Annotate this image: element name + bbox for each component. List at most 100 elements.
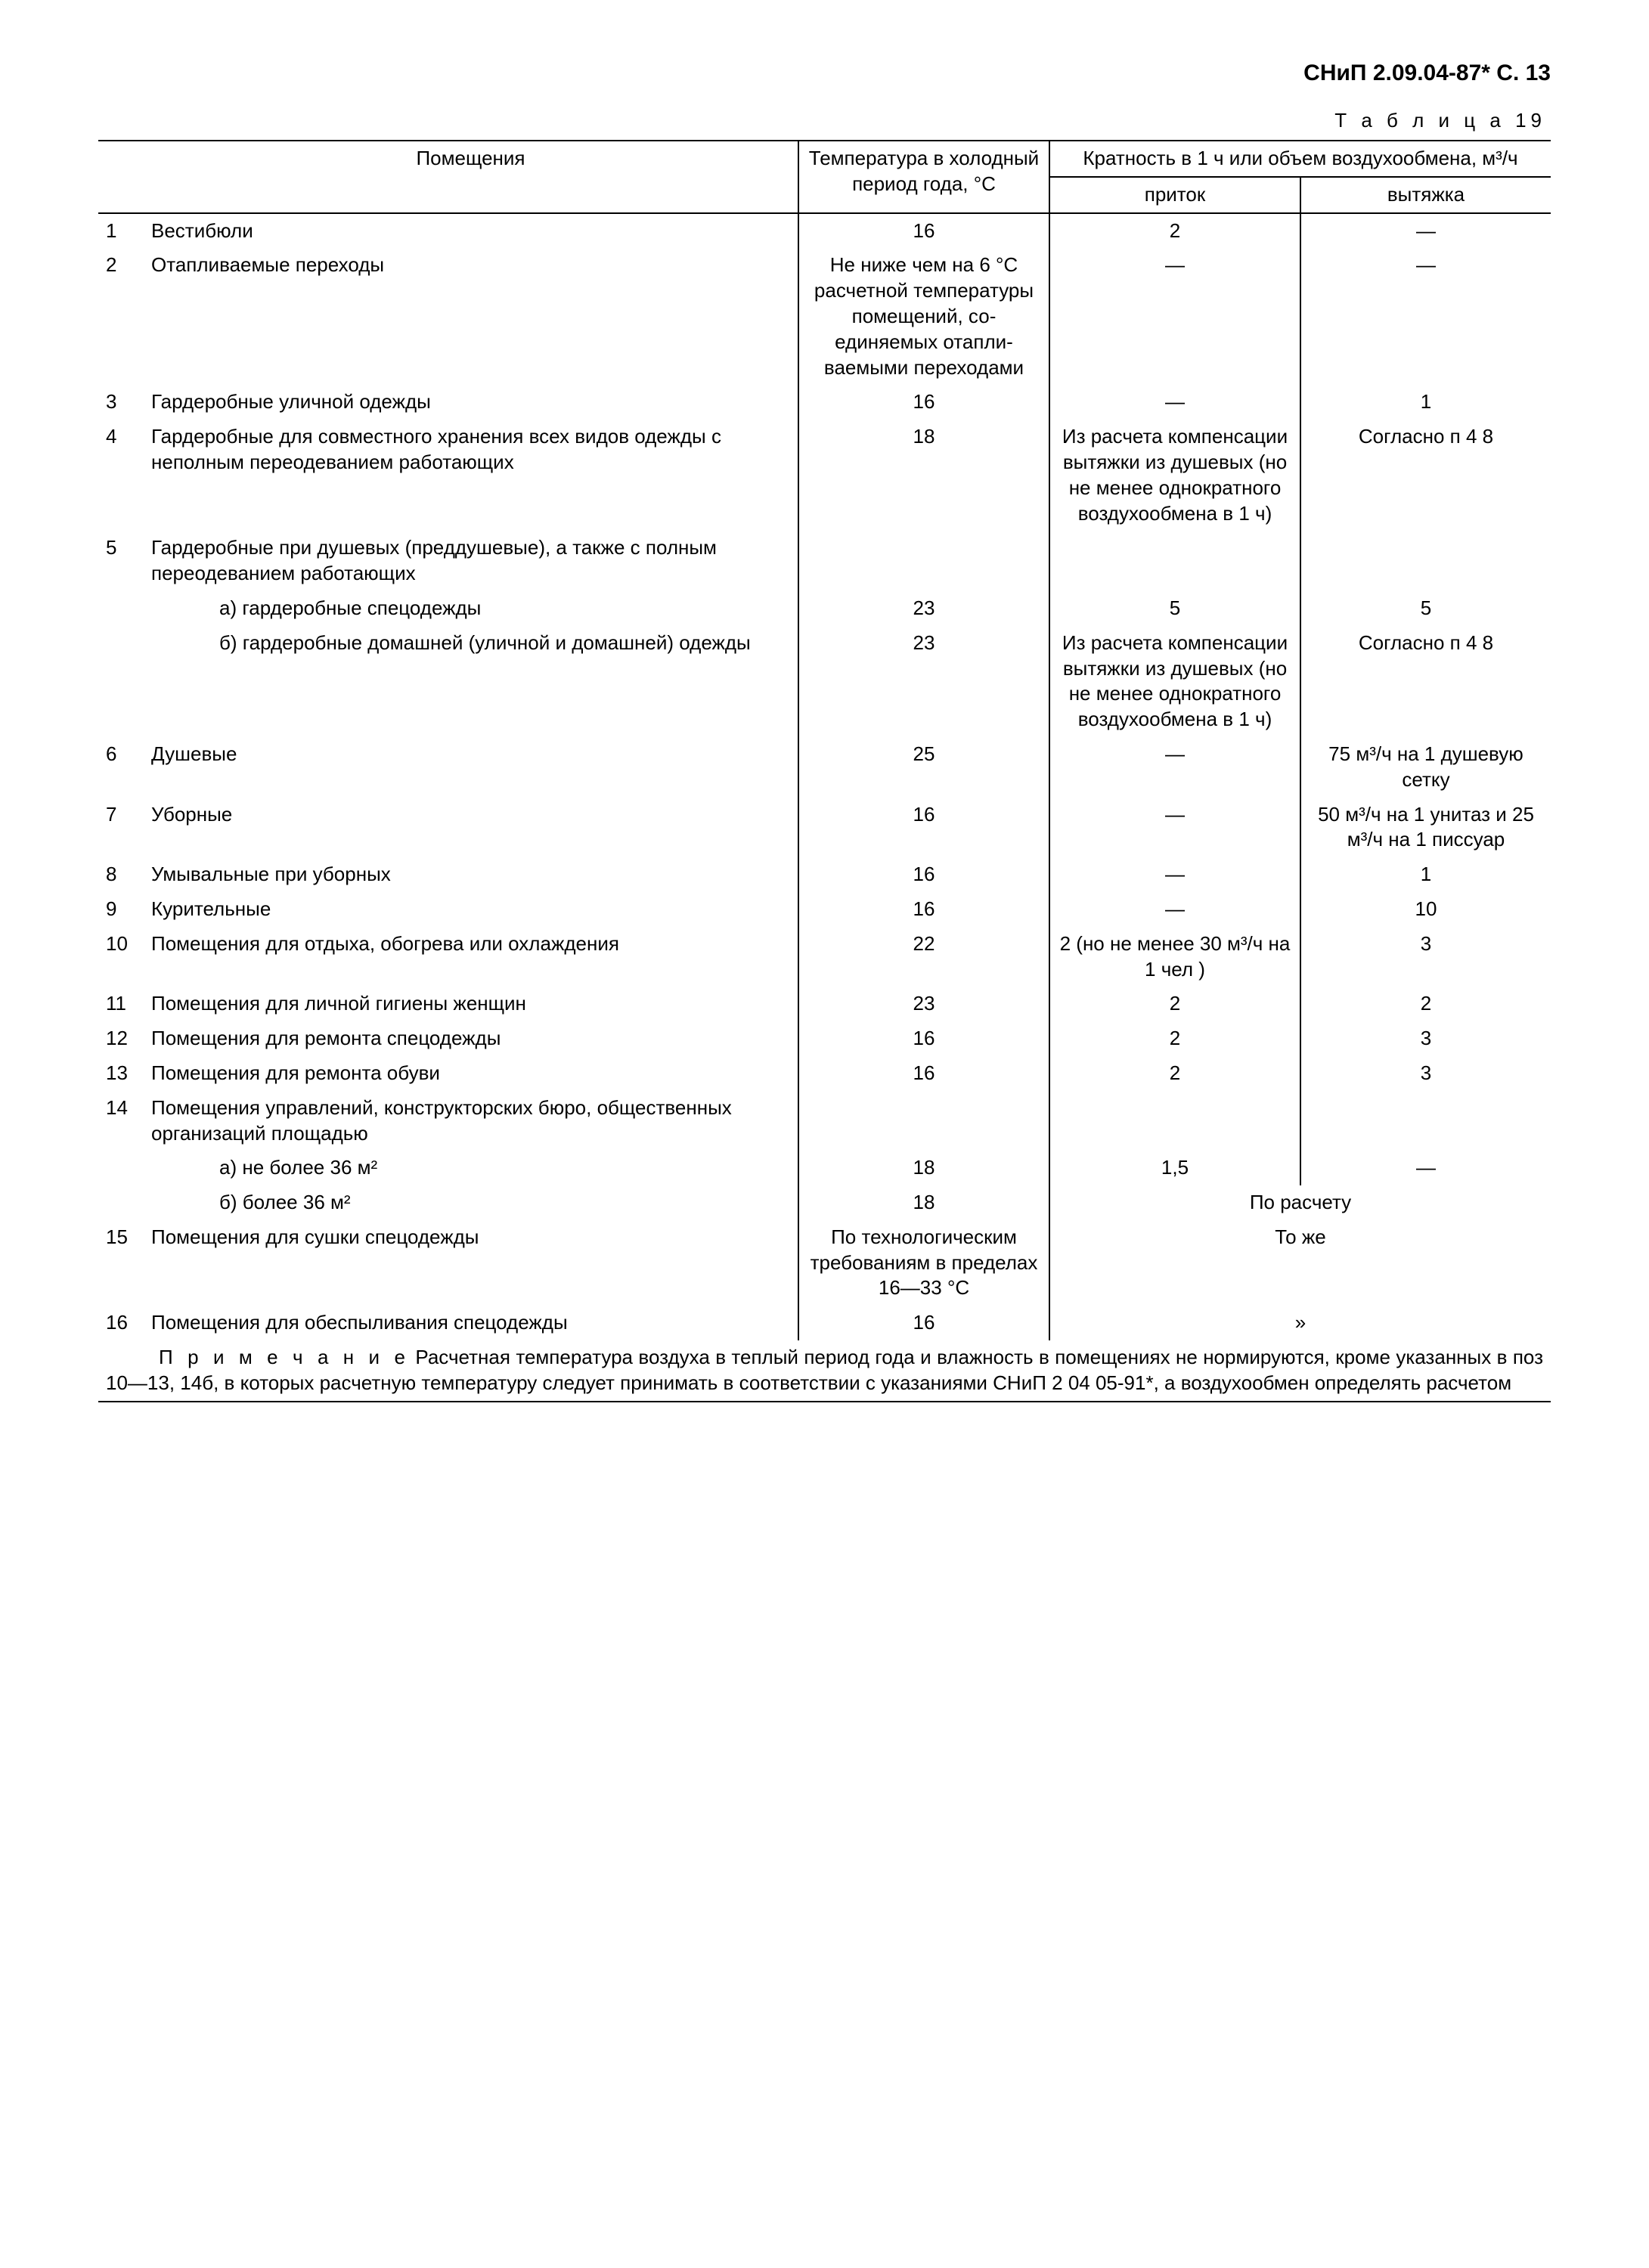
- row-exhaust: 50 м³/ч на 1 унитаз и 25 м³/ч на 1 писсу…: [1300, 798, 1551, 858]
- row-inflow: —: [1049, 737, 1300, 798]
- row-temp: 16: [798, 1306, 1049, 1340]
- row-name: Курительные: [144, 892, 798, 927]
- row-temp: 16: [798, 798, 1049, 858]
- row-number: 13: [98, 1056, 144, 1091]
- row-temp: 18: [798, 1185, 1049, 1220]
- row-number: 5: [98, 531, 144, 591]
- row-inflow: [1049, 531, 1300, 591]
- row-number: 2: [98, 248, 144, 385]
- row-air-span: По расчету: [1049, 1185, 1551, 1220]
- row-exhaust: 75 м³/ч на 1 душе­вую сетку: [1300, 737, 1551, 798]
- row-name: Гардеробные уличной одежды: [144, 385, 798, 420]
- row-exhaust: —: [1300, 248, 1551, 385]
- row-exhaust: Согласно п 4 8: [1300, 626, 1551, 737]
- row-inflow: 1,5: [1049, 1151, 1300, 1185]
- row-air-span: То же: [1049, 1220, 1551, 1306]
- row-temp: 18: [798, 420, 1049, 531]
- row-air-span: »: [1049, 1306, 1551, 1340]
- row-number: 4: [98, 420, 144, 531]
- table-row: 10Помещения для отдыха, обогрева или ох­…: [98, 927, 1551, 987]
- row-name: Умывальные при уборных: [144, 857, 798, 892]
- row-inflow: —: [1049, 857, 1300, 892]
- row-number: 14: [98, 1091, 144, 1151]
- table-row: б) гардеробные домашней (уличной и домаш…: [98, 626, 1551, 737]
- row-number: 9: [98, 892, 144, 927]
- row-exhaust: 3: [1300, 927, 1551, 987]
- row-inflow: [1049, 1091, 1300, 1151]
- row-inflow: Из расчета компен­сации вытяжки из душев…: [1049, 626, 1300, 737]
- row-temp: 22: [798, 927, 1049, 987]
- row-exhaust: 2: [1300, 987, 1551, 1021]
- row-name: Помещения для сушки спецодежды: [144, 1220, 798, 1306]
- table-row: а) не более 36 м²181,5—: [98, 1151, 1551, 1185]
- row-number: 7: [98, 798, 144, 858]
- row-temp: [798, 531, 1049, 591]
- row-number: 10: [98, 927, 144, 987]
- row-name: а) гардеробные спецодежды: [144, 591, 798, 626]
- row-name: Уборные: [144, 798, 798, 858]
- row-number: 6: [98, 737, 144, 798]
- row-number: 11: [98, 987, 144, 1021]
- row-number: [98, 591, 144, 626]
- table-row: 5Гардеробные при душевых (преддуше­вые),…: [98, 531, 1551, 591]
- row-inflow: 2 (но не менее 30 м³/ч на 1 чел ): [1049, 927, 1300, 987]
- table-row: 7Уборные16—50 м³/ч на 1 унитаз и 25 м³/ч…: [98, 798, 1551, 858]
- row-inflow: —: [1049, 798, 1300, 858]
- table-row: 2Отапливаемые переходыНе ниже чем на 6 °…: [98, 248, 1551, 385]
- row-name: Вестибюли: [144, 213, 798, 249]
- table-row: 1Вестибюли162—: [98, 213, 1551, 249]
- row-name: Душевые: [144, 737, 798, 798]
- row-name: Гардеробные для совместного хранения все…: [144, 420, 798, 531]
- row-inflow: —: [1049, 892, 1300, 927]
- row-exhaust: —: [1300, 1151, 1551, 1185]
- row-exhaust: 3: [1300, 1056, 1551, 1091]
- col-inflow: приток: [1049, 177, 1300, 213]
- row-temp: 16: [798, 1056, 1049, 1091]
- row-exhaust: 1: [1300, 857, 1551, 892]
- row-number: 3: [98, 385, 144, 420]
- note-lead: П р и м е ч а н и е: [159, 1346, 410, 1368]
- row-exhaust: —: [1300, 213, 1551, 249]
- row-inflow: 5: [1049, 591, 1300, 626]
- col-rooms: Помещения: [144, 141, 798, 213]
- table-row: 13Помещения для ремонта обуви1623: [98, 1056, 1551, 1091]
- row-temp: 18: [798, 1151, 1049, 1185]
- table-row: 9Курительные16—10: [98, 892, 1551, 927]
- row-temp: 23: [798, 591, 1049, 626]
- row-number: [98, 1185, 144, 1220]
- page-header: СНиП 2.09.04-87* С. 13: [98, 60, 1551, 86]
- table-row: 12Помещения для ремонта спецодежды1623: [98, 1021, 1551, 1056]
- table-row: 6Душевые25—75 м³/ч на 1 душе­вую сетку: [98, 737, 1551, 798]
- row-inflow: 2: [1049, 1056, 1300, 1091]
- row-number: 15: [98, 1220, 144, 1306]
- row-number: 16: [98, 1306, 144, 1340]
- row-number: 12: [98, 1021, 144, 1056]
- row-exhaust: 1: [1300, 385, 1551, 420]
- row-inflow: 2: [1049, 1021, 1300, 1056]
- row-temp: По технологическим требованиям в пре­дел…: [798, 1220, 1049, 1306]
- row-name: Помещения для ремонта спецодежды: [144, 1021, 798, 1056]
- table-row: 11Помещения для личной гигиены женщин232…: [98, 987, 1551, 1021]
- row-name: Помещения для ремонта обуви: [144, 1056, 798, 1091]
- row-temp: 23: [798, 626, 1049, 737]
- row-temp: [798, 1091, 1049, 1151]
- row-temp: 16: [798, 385, 1049, 420]
- table-row: а) гардеробные спецодежды2355: [98, 591, 1551, 626]
- row-exhaust: Согласно п 4 8: [1300, 420, 1551, 531]
- table-row: 3Гардеробные уличной одежды16—1: [98, 385, 1551, 420]
- table-row: 15Помещения для сушки спецодеждыПо техно…: [98, 1220, 1551, 1306]
- row-temp: 16: [798, 1021, 1049, 1056]
- table-row: 14Помещения управлений, конструкторских …: [98, 1091, 1551, 1151]
- row-exhaust: [1300, 1091, 1551, 1151]
- row-temp: 16: [798, 213, 1049, 249]
- row-temp: 23: [798, 987, 1049, 1021]
- row-temp: 25: [798, 737, 1049, 798]
- table-row: 8Умывальные при уборных16—1: [98, 857, 1551, 892]
- table-note: П р и м е ч а н и е Расчетная температур…: [98, 1340, 1551, 1401]
- row-exhaust: 10: [1300, 892, 1551, 927]
- row-name: а) не более 36 м²: [144, 1151, 798, 1185]
- row-name: б) гардеробные домашней (уличной и домаш…: [144, 626, 798, 737]
- row-temp: 16: [798, 892, 1049, 927]
- col-temp: Температура в холодный период года, °С: [798, 141, 1049, 213]
- row-inflow: 2: [1049, 213, 1300, 249]
